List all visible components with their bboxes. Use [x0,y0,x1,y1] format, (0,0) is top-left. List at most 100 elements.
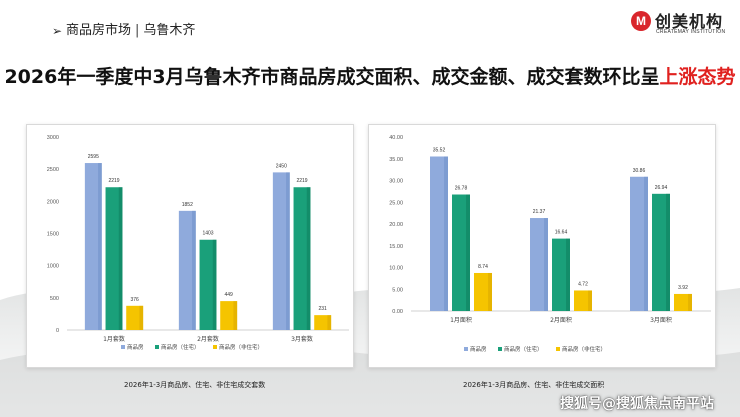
bar-shade [644,176,648,311]
y-tick-label: 500 [50,296,59,302]
legend-swatch [556,347,560,351]
bar [530,218,548,311]
logo-subtitle: CREATEMAY INSTITUTION [656,29,726,35]
bar [314,315,332,330]
logo-icon: M [631,11,651,31]
legend-swatch [464,347,468,351]
data-label: 449 [225,292,234,298]
category-label: 2月面积 [550,316,572,324]
bar-chart-sets: 0 500 1000 1500 2000 2500 3000 2595 2219 376 1月套数 1… [47,135,349,351]
bar [272,172,290,330]
title-main: 2026年一季度中3月乌鲁木齐市商品房成交面积、成交金额、成交套数环比呈 [4,66,660,88]
data-label: 231 [319,306,328,312]
data-label: 8.74 [478,264,488,270]
data-label: 376 [131,297,140,303]
legend-label: 商品房 [127,343,144,351]
legend-label: 商品房（非住宅） [562,345,606,353]
data-label: 1852 [182,202,193,208]
page-title: 2026年一季度中3月乌鲁木齐市商品房成交面积、成交金额、成交套数环比呈上涨态势 [0,64,740,90]
bar [220,301,238,330]
bar [430,156,448,311]
y-tick-label: 20.00 [389,222,403,228]
bar [105,187,123,330]
chart-caption-sets: 2026年1-3月商品房、住宅、非住宅成交套数 [124,381,266,389]
bar-shade [466,194,470,311]
data-label: 1403 [202,231,213,237]
y-tick-label: 1000 [47,264,59,270]
y-tick-label: 25.00 [389,200,403,206]
legend-label: 商品房（非住宅） [219,343,263,351]
legend-label: 商品房（住宅） [504,345,543,353]
breadcrumb: 商品房市场 | 乌鲁木齐 [66,23,195,39]
legend-swatch [498,347,502,351]
bar [452,194,470,311]
bar [574,290,592,311]
breadcrumb-separator: | [135,23,140,38]
data-label: 2219 [296,178,307,184]
legend-label: 商品房 [470,345,487,353]
data-label: 16.64 [555,230,568,236]
y-tick-label: 40.00 [389,135,403,141]
breadcrumb-section: 商品房市场 [66,23,132,38]
watermark: 搜狐号@搜狐焦点南平站 [560,396,714,412]
y-tick-label: 10.00 [389,266,403,272]
category-label: 1月套数 [103,335,125,343]
bar-shade [488,272,492,311]
bar-shade [118,187,123,330]
chart-card-area: 0.00 5.00 10.00 15.00 20.00 25.00 30.00 35.00 40… [368,124,716,368]
category-label: 1月面积 [450,316,472,324]
bar-shade [306,187,311,330]
bullet-arrow-icon: ➢ [52,24,63,38]
y-tick-label: 30.00 [389,179,403,185]
y-tick-label: 5.00 [392,287,403,293]
data-label: 2450 [276,163,287,169]
bar-shade [444,156,448,311]
legend-swatch [155,345,159,349]
y-tick-label: 15.00 [389,244,403,250]
chart-caption-area: 2026年1-3月商品房、住宅、非住宅成交面积 [463,381,605,389]
bar-chart-area: 0.00 5.00 10.00 15.00 20.00 25.00 30.00 35.00 40… [389,135,711,353]
bar [178,210,196,330]
bar [199,239,217,330]
bar [126,305,144,330]
bar [652,193,670,311]
category-label: 3月套数 [291,335,313,343]
title-highlight: 上涨态势 [659,66,736,88]
y-tick-label: 2000 [47,199,59,205]
data-label: 26.78 [455,186,468,192]
y-tick-label: 3000 [47,135,59,141]
legend-swatch [121,345,125,349]
legend-swatch [213,345,217,349]
y-tick-label: 0 [56,328,59,334]
breadcrumb-city: 乌鲁木齐 [143,23,196,38]
category-label: 2月套数 [197,335,219,343]
data-label: 2219 [108,178,119,184]
y-tick-label: 0.00 [392,309,403,315]
bar [293,187,311,330]
bar-shade [139,305,144,330]
bar-shade [327,315,332,330]
category-label: 3月面积 [650,316,672,324]
y-tick-label: 2500 [47,167,59,173]
logo-name: 创美机构 [655,12,724,31]
bar-shade [192,210,196,330]
data-label: 2595 [88,154,99,160]
y-tick-label: 35.00 [389,157,403,163]
data-label: 21.37 [533,209,546,215]
data-label: 26.94 [655,185,668,191]
bar-shade [233,301,238,330]
bar-shade [98,163,102,330]
data-label: 35.52 [433,147,446,153]
data-label: 3.92 [678,285,688,291]
bar-shade [212,239,217,330]
bar-shade [688,293,692,311]
bar-shade [544,218,548,311]
bar-shade [666,193,670,311]
data-label: 30.86 [633,168,646,174]
bar [630,176,648,311]
bar [552,238,570,311]
bar-shade [566,238,570,311]
chart-card-sets: 0 500 1000 1500 2000 2500 3000 2595 2219 376 1月套数 1… [26,124,354,368]
bar [84,163,102,330]
bar [474,272,492,311]
